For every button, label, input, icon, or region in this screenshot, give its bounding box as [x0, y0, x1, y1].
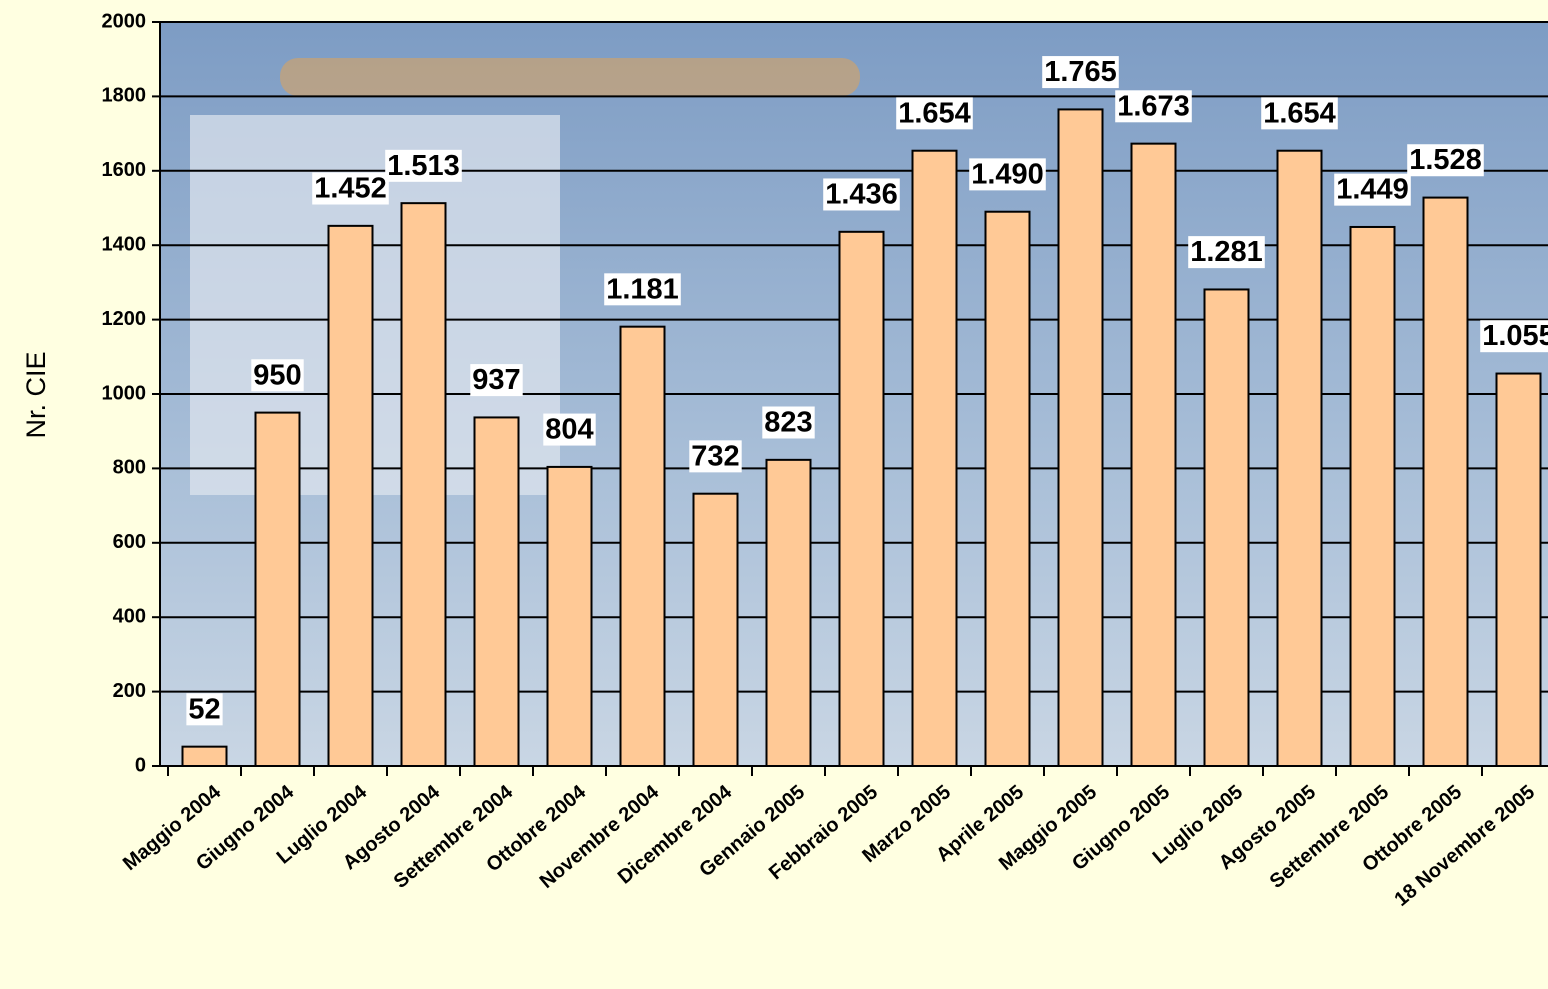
value-label: 1.654 [1263, 97, 1336, 129]
bar [1278, 151, 1322, 766]
value-label: 1.181 [606, 273, 679, 305]
bar [840, 232, 884, 766]
y-tick-label: 1800 [102, 85, 147, 107]
value-label: 1.654 [898, 97, 971, 129]
value-label: 804 [545, 414, 593, 446]
bar [913, 151, 957, 766]
value-label: 937 [472, 364, 520, 396]
bar [1424, 198, 1468, 766]
y-tick-label: 600 [113, 531, 146, 553]
bar [1205, 289, 1249, 766]
bar [621, 327, 665, 766]
y-tick-label: 1400 [102, 233, 147, 255]
bar [1059, 109, 1103, 766]
bar [183, 747, 227, 766]
value-label: 1.281 [1190, 236, 1263, 268]
value-label: 823 [764, 407, 812, 439]
x-tick-label: Novembre 2004 [536, 780, 664, 892]
value-label: 52 [188, 693, 220, 725]
bar [694, 494, 738, 766]
x-tick-label: 18 Novembre 2005 [1390, 781, 1539, 911]
x-tick-label: Settembre 2004 [390, 780, 518, 892]
value-label: 1.449 [1336, 174, 1409, 206]
bar [986, 212, 1030, 766]
bar [548, 467, 592, 766]
bar [329, 226, 373, 766]
y-tick-label: 1200 [102, 308, 147, 330]
bar [1497, 374, 1541, 766]
y-tick-label: 400 [113, 605, 146, 627]
value-label: 950 [253, 359, 301, 391]
y-tick-label: 1000 [102, 382, 147, 404]
y-tick-label: 800 [113, 457, 146, 479]
bar [402, 203, 446, 766]
chart: Nr. CIE 0 200 400 600 800 1000 1200 1400 1600 180… [0, 0, 1548, 989]
y-axis-label: Nr. CIE [21, 351, 51, 438]
bar [256, 413, 300, 766]
y-tick-label: 200 [113, 680, 146, 702]
page: Nr. CIE 0 200 400 600 800 1000 1200 1400 1600 180… [0, 0, 1548, 989]
bar [1132, 144, 1176, 766]
bar [475, 417, 519, 766]
value-label: 1.528 [1409, 144, 1482, 176]
y-tick-label: 1600 [102, 159, 147, 181]
value-label: 1.673 [1117, 90, 1190, 122]
bar [767, 460, 811, 766]
value-label: 1.055 [1482, 320, 1548, 352]
value-label: 1.452 [314, 173, 387, 205]
value-label: 732 [691, 440, 739, 472]
bar [1351, 227, 1395, 766]
value-label: 1.436 [825, 178, 898, 210]
card-band [280, 58, 860, 96]
value-label: 1.765 [1044, 56, 1117, 88]
y-tick-label: 2000 [102, 10, 147, 32]
value-label: 1.490 [971, 158, 1044, 190]
y-tick-label: 0 [135, 754, 146, 776]
value-label: 1.513 [387, 150, 460, 182]
